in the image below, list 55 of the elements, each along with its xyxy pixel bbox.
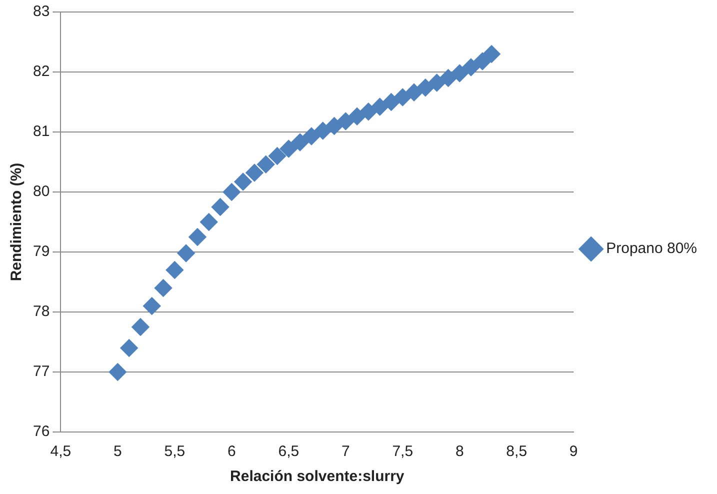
point (154, 280, 172, 296)
y-tick-label: 78 (32, 303, 50, 320)
point (268, 148, 286, 164)
point (223, 184, 240, 200)
x-tick-label: 4,5 (50, 443, 72, 460)
point (280, 140, 298, 158)
point (416, 79, 434, 96)
point (188, 228, 206, 246)
point (314, 122, 332, 140)
y-tick-label: 82 (32, 63, 50, 80)
point (234, 173, 252, 190)
x-tick-label: 8,5 (506, 443, 528, 460)
x-tick-label: 5 (114, 443, 122, 460)
point (382, 94, 400, 110)
x-tick-label: 9 (569, 443, 578, 460)
point (451, 64, 468, 82)
point (474, 52, 491, 70)
point (406, 84, 423, 101)
y-tick-label: 80 (32, 183, 50, 200)
point (200, 214, 218, 230)
x-axis-title: Relación solvente:slurry (230, 468, 405, 486)
point (428, 74, 446, 92)
point (326, 118, 343, 134)
point (371, 98, 388, 116)
point (302, 128, 320, 145)
point (178, 244, 195, 262)
legend-label: Propano 80% (606, 240, 698, 258)
point (166, 262, 184, 278)
point (120, 340, 138, 356)
point (257, 156, 274, 173)
point (143, 298, 160, 314)
point (394, 88, 412, 106)
x-tick-label: 6,5 (278, 443, 300, 460)
point (109, 364, 126, 380)
point (462, 58, 480, 76)
point (292, 134, 309, 151)
point (337, 112, 354, 130)
point (348, 108, 366, 125)
point (246, 164, 263, 182)
point (212, 198, 229, 216)
x-tick-label: 7,5 (392, 443, 414, 460)
y-tick-label: 76 (32, 423, 50, 440)
y-tick-label: 81 (32, 123, 50, 140)
point (360, 103, 377, 120)
x-tick-label: 8 (455, 443, 464, 460)
y-axis-title: Rendimiento (%) (8, 162, 26, 282)
point (483, 46, 500, 62)
y-tick-label: 77 (32, 363, 50, 380)
y-tick-label: 83 (32, 3, 50, 20)
x-tick-label: 7 (341, 443, 350, 460)
x-tick-label: 6 (227, 443, 236, 460)
point (440, 70, 457, 86)
x-tick-label: 5,5 (164, 443, 186, 460)
y-tick-label: 79 (32, 243, 50, 260)
point (132, 318, 149, 336)
